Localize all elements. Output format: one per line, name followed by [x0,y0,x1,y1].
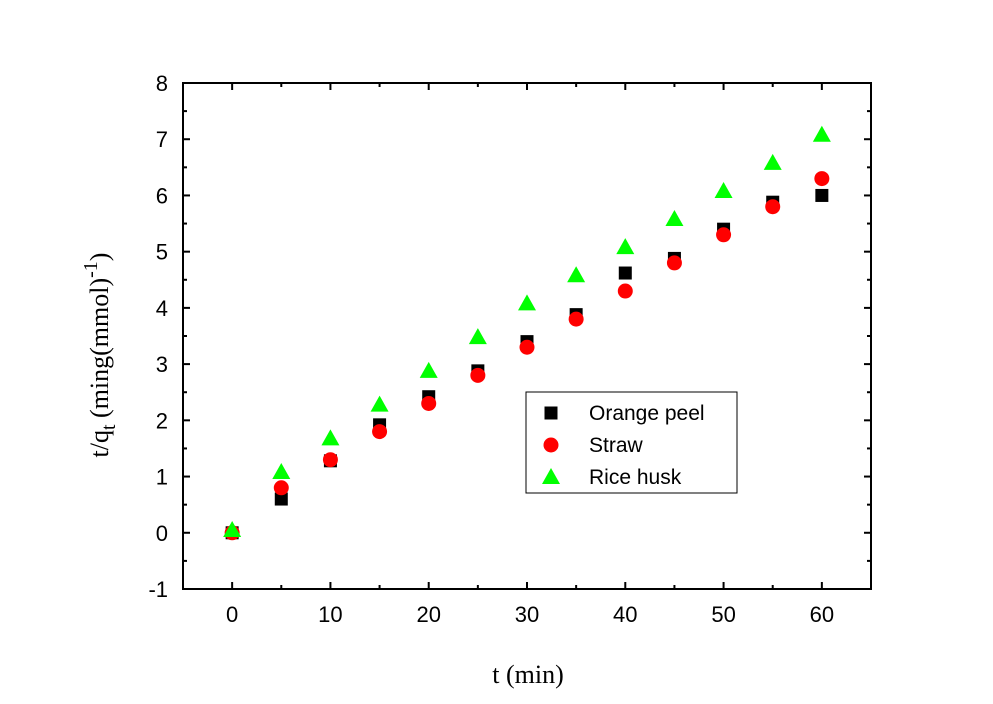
x-tick-label: 20 [416,602,440,627]
straw-point [470,367,486,383]
straw-point [322,452,338,468]
rice-husk-point [370,395,389,412]
x-tick-label: 10 [318,602,342,627]
legend-marker-rice-husk [542,468,560,484]
legend-label-straw: Straw [589,434,644,457]
y-tick-label: 3 [156,352,168,377]
orange-peel-point [618,266,632,280]
straw-point [519,339,535,355]
rice-husk-point [616,238,635,255]
y-tick-label: 8 [156,71,168,96]
y-tick-label: 6 [156,183,168,208]
rice-husk-point [272,463,291,480]
legend: Orange peel Straw Rice husk [525,391,738,494]
x-tick-label: 0 [226,602,238,627]
x-tick-label: 50 [711,602,735,627]
straw-point [716,227,732,243]
legend-items: Orange peel Straw Rice husk [542,402,705,489]
straw-point [765,199,781,215]
rice-husk-point [567,266,586,283]
straw-point [617,283,633,299]
y-tick-label: 1 [156,465,168,490]
axis-ticks: 0 10 20 30 40 50 60 -1 0 1 2 3 4 5 6 7 8 [148,71,872,627]
x-tick-label: 40 [613,602,637,627]
x-axis-title: t (min) [492,660,564,689]
y-axis-title-close: ) [85,253,114,262]
data-points [223,125,831,541]
legend-box [525,391,738,494]
y-axis-title-subscript: t [98,424,120,430]
orange-peel-point [815,188,829,202]
legend-label-rice-husk: Rice husk [589,466,682,489]
y-tick-label: 5 [156,240,168,265]
x-tick-label: 30 [515,602,539,627]
legend-marker-straw [543,437,559,453]
y-tick-label: 0 [156,521,168,546]
rice-husk-point [223,520,242,537]
rice-husk-point [763,153,782,170]
rice-husk-point [812,125,831,142]
rice-husk-point [468,328,487,345]
straw-point [814,171,830,187]
straw-point [372,424,388,440]
straw-point [666,255,682,271]
legend-marker-orange-peel [544,406,558,420]
rice-husk-point [665,210,684,227]
y-axis-title-main: t/q [85,430,114,457]
straw-point [421,395,437,411]
rice-husk-point [321,429,340,446]
y-tick-label: -1 [148,577,168,602]
rice-husk-point [518,294,536,311]
x-tick-label: 60 [810,602,834,627]
y-axis-title: t/qt (ming(mmol)-1) [80,253,120,458]
y-tick-label: 7 [156,127,168,152]
y-tick-label: 2 [156,408,168,433]
rice-husk-point [419,361,438,378]
orange-peel-point [274,492,288,506]
y-axis-title-superscript: -1 [80,261,102,278]
y-axis-title-rest: (ming(mmol) [85,278,114,425]
y-tick-label: 4 [156,296,168,321]
legend-label-orange-peel: Orange peel [589,402,705,425]
rice-husk-point [714,181,733,198]
straw-point [273,480,289,496]
straw-point [568,311,584,327]
